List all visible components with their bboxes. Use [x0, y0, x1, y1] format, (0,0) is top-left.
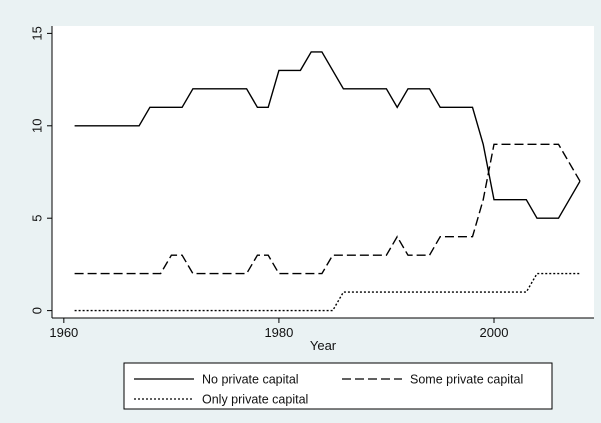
- series-layer: [74, 51, 581, 312]
- y-tick-label: 10: [29, 119, 44, 133]
- y-tick-label: 15: [29, 26, 44, 40]
- x-tick-label: 1980: [264, 325, 293, 340]
- y-tick-label: 0: [29, 307, 44, 314]
- x-tick-label: 2000: [480, 325, 509, 340]
- plot-area: [52, 26, 594, 318]
- axes-layer: 0 5 10 15 1960 1980 2000: [29, 26, 594, 340]
- y-tick-label: 5: [29, 215, 44, 222]
- series-line-no-private-capital: [74, 51, 581, 219]
- series-line-some-private-capital: [74, 143, 581, 275]
- legend: No private capital Some private capital On…: [123, 362, 553, 410]
- legend-label: Only private capital: [202, 393, 308, 407]
- legend-label: No private capital: [202, 373, 299, 387]
- x-tick-label: 1960: [49, 325, 78, 340]
- legend-box: [123, 362, 553, 410]
- x-axis-title: Year: [310, 338, 337, 353]
- legend-label: Some private capital: [410, 373, 523, 387]
